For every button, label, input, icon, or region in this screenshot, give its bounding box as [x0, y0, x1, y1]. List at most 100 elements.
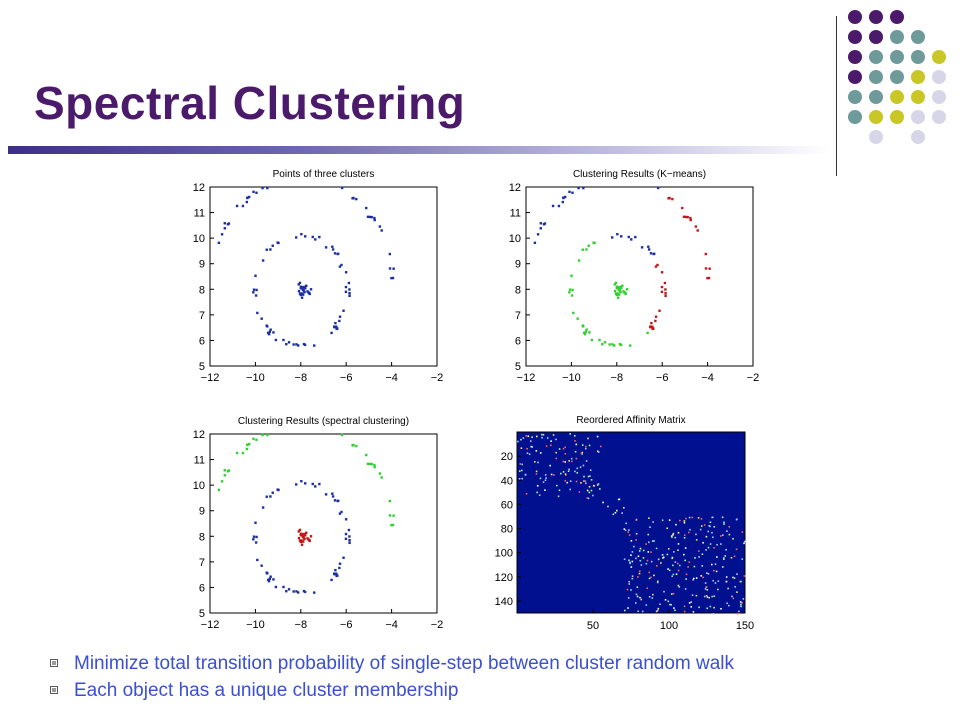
data-point [300, 292, 303, 295]
data-point [577, 259, 581, 262]
data-point [649, 252, 653, 255]
data-point [287, 341, 291, 344]
data-point [708, 267, 711, 270]
y-tick-label: 6 [199, 335, 205, 347]
data-point [300, 296, 304, 299]
data-point [543, 222, 547, 225]
data-point [282, 585, 285, 589]
affinity-cell [711, 516, 714, 519]
data-point [391, 523, 395, 527]
affinity-cell [667, 568, 669, 570]
data-point [241, 451, 245, 455]
affinity-cell [671, 575, 674, 578]
data-point [664, 294, 667, 298]
decorative-dot [890, 50, 904, 64]
affinity-cell [677, 549, 679, 551]
affinity-cell [712, 579, 715, 582]
data-point [220, 233, 224, 236]
affinity-cell [638, 572, 641, 575]
data-point [248, 442, 251, 446]
data-point [314, 485, 317, 488]
affinity-cell [668, 519, 671, 521]
affinity-cell [637, 610, 640, 613]
affinity-cell [574, 450, 577, 453]
affinity-cell [623, 558, 626, 561]
affinity-cell [670, 535, 673, 537]
affinity-cell [628, 580, 630, 583]
data-point [268, 577, 272, 580]
affinity-cell [592, 494, 594, 497]
data-point [282, 338, 285, 342]
data-point [603, 341, 607, 344]
affinity-cell [567, 470, 570, 472]
decorative-dot [869, 90, 883, 104]
affinity-cell [647, 551, 650, 553]
data-point [324, 246, 328, 249]
affinity-cell [707, 572, 710, 575]
affinity-cell [629, 561, 631, 564]
affinity-cell [597, 483, 600, 485]
y-tick-label: 10 [193, 233, 205, 245]
affinity-cell [638, 570, 641, 572]
data-point [308, 539, 311, 543]
affinity-cell [720, 607, 722, 610]
affinity-cell [741, 531, 744, 533]
data-point [217, 241, 221, 245]
decorative-dot [932, 90, 946, 104]
data-point [256, 558, 259, 562]
data-point [305, 284, 308, 288]
decorative-dot [848, 90, 862, 104]
affinity-cell [700, 518, 703, 520]
affinity-cell [673, 607, 675, 609]
data-point [610, 236, 614, 239]
affinity-cell [652, 521, 654, 523]
affinity-cell [638, 550, 641, 552]
x-tick-label: −10 [562, 372, 581, 384]
data-point [365, 453, 368, 457]
data-point [388, 267, 392, 270]
affinity-cell [627, 597, 630, 599]
affinity-cell [687, 531, 690, 534]
affinity-cell [715, 570, 718, 573]
data-point [378, 225, 382, 228]
affinity-cell [555, 438, 557, 441]
affinity-cell [721, 516, 724, 519]
data-point [235, 204, 239, 208]
affinity-cell [531, 446, 534, 448]
plot-frame [525, 186, 754, 367]
affinity-cell [689, 528, 691, 531]
data-point [581, 248, 584, 251]
affinity-cell [661, 554, 664, 556]
data-point [704, 267, 708, 270]
affinity-cell [725, 580, 728, 583]
affinity-cell [677, 531, 680, 534]
affinity-cell [707, 530, 710, 533]
affinity-cell [537, 461, 539, 464]
x-tick-label: −2 [431, 372, 444, 384]
affinity-cell [635, 593, 638, 596]
data-point [254, 521, 257, 524]
affinity-cell [562, 447, 565, 450]
data-point [266, 572, 269, 575]
data-point [267, 332, 271, 336]
data-point [305, 531, 308, 535]
data-point [271, 244, 274, 247]
data-point [302, 540, 305, 543]
affinity-cell [703, 524, 706, 526]
data-point [266, 186, 269, 190]
data-point [333, 326, 336, 329]
affinity-cell [581, 444, 584, 446]
affinity-cell [657, 558, 660, 561]
affinity-cell [525, 435, 527, 437]
data-point [585, 328, 588, 331]
data-point [694, 225, 698, 228]
data-point [562, 196, 565, 200]
data-point [624, 292, 627, 296]
data-point [663, 281, 667, 285]
affinity-cell [717, 588, 719, 591]
data-point [388, 252, 392, 256]
affinity-cell [574, 470, 576, 473]
decorative-dot [848, 10, 862, 24]
affinity-cell [710, 563, 713, 566]
data-point [615, 293, 619, 297]
